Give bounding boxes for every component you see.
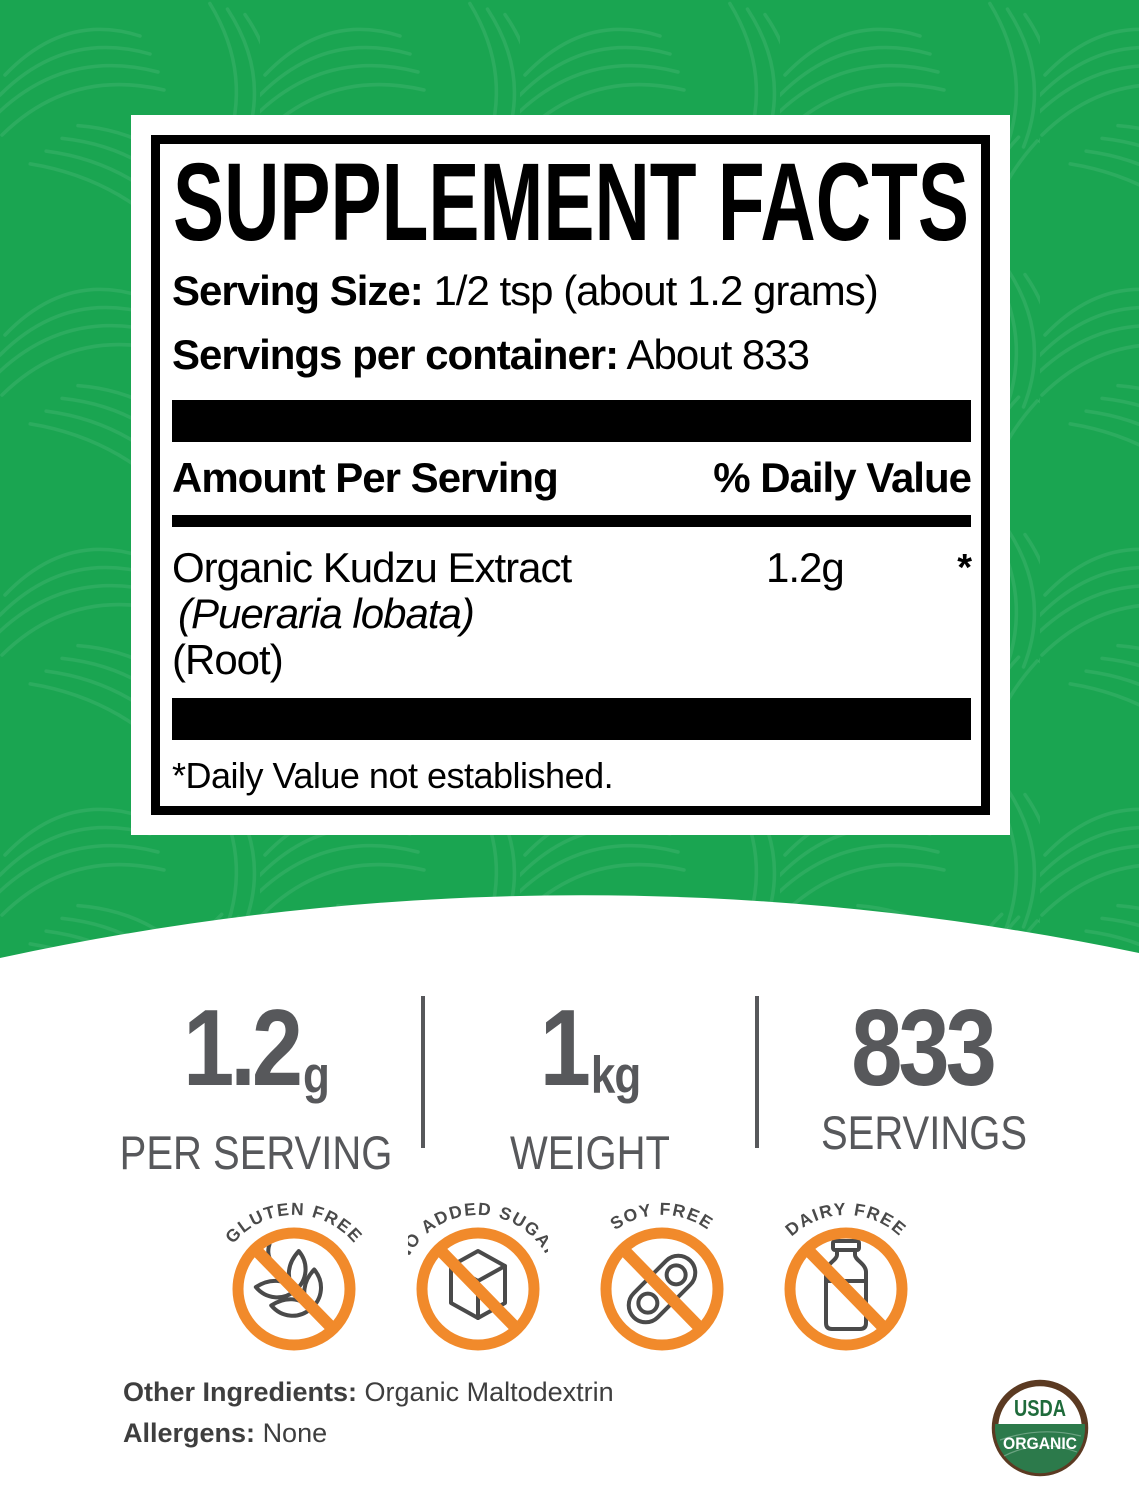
soy-free-badge: SOY FREE: [600, 1199, 724, 1351]
panel-title: SUPPLEMENT FACTS: [173, 156, 969, 248]
separator-bar-top: [172, 400, 971, 442]
servings-per-container-line: Servings per container: About 833: [172, 330, 971, 380]
prohibition-slash: [618, 1244, 706, 1334]
allergens-value: None: [262, 1418, 328, 1448]
stat-servings: 833 SERVINGS: [779, 992, 1069, 1160]
weight-unit: kg: [590, 1046, 641, 1105]
daily-value-footnote: *Daily Value not established.: [172, 755, 614, 796]
other-ingredients-line: Other Ingredients: Organic Maltodextrin: [123, 1372, 614, 1413]
ingredient-daily-value: *: [957, 547, 972, 589]
weight-label: WEIGHT: [510, 1127, 670, 1180]
serving-size-label: Serving Size:: [172, 267, 424, 314]
stat-number-row: 833: [779, 992, 1069, 1105]
seal-usda-text: USDA: [1014, 1395, 1066, 1421]
prohibition-slash: [802, 1244, 890, 1334]
panel-title-text: SUPPLEMENT FACTS: [173, 156, 969, 248]
dairy-free-badge: DAIRY FREE: [781, 1199, 909, 1351]
gluten-free-badge: GLUTEN FREE: [224, 1199, 364, 1351]
ingredient-row: Organic Kudzu Extract (Pueraria lobata) …: [172, 544, 972, 683]
seal-green-half: [995, 1424, 1085, 1474]
curve-divider: [0, 895, 1139, 978]
stat-number-row: 1.2 g: [111, 992, 401, 1125]
seal-field-line: [999, 1431, 1082, 1441]
other-ingredients-label: Other Ingredients:: [123, 1377, 358, 1407]
stat-divider: [421, 996, 425, 1148]
allergens-line: Allergens: None: [123, 1413, 614, 1454]
daily-value-header: % Daily Value: [713, 454, 972, 501]
per-serving-unit: g: [303, 1046, 330, 1105]
usda-organic-seal: USDA ORGANIC: [991, 1379, 1089, 1477]
servings-label: Servings per container:: [172, 331, 619, 378]
no-added-sugar-badge: NO ADDED SUGAR: [408, 1199, 548, 1351]
prohibition-circle: [232, 1227, 356, 1351]
separator-bar-thin: [172, 515, 971, 527]
other-ingredients-value: Organic Maltodextrin: [364, 1377, 614, 1407]
stat-weight: 1 kg WEIGHT: [445, 992, 735, 1180]
gluten-free-label: GLUTEN FREE: [224, 1199, 364, 1247]
panel-border: SUPPLEMENT FACTS Serving Size: 1/2 tsp (…: [151, 135, 990, 815]
allergens-label: Allergens:: [123, 1418, 256, 1448]
seal-field-line: [1003, 1445, 1078, 1457]
serving-size-value: 1/2 tsp (about 1.2 grams): [433, 267, 878, 314]
per-serving-label: PER SERVING: [119, 1127, 393, 1180]
servings-count: 833: [851, 988, 996, 1109]
prohibition-circle: [784, 1227, 908, 1351]
ingredient-amount: 1.2g: [766, 544, 845, 591]
footer-ingredients-block: Other Ingredients: Organic Maltodextrin …: [123, 1372, 614, 1454]
prohibition-circle: [600, 1227, 724, 1351]
seal-organic-text: ORGANIC: [1003, 1434, 1077, 1453]
stat-number-row: 1 kg: [445, 992, 735, 1125]
stat-divider: [755, 996, 759, 1148]
separator-bar-bottom: [172, 698, 971, 740]
prohibition-slash: [250, 1244, 338, 1334]
prohibition-slash: [434, 1244, 522, 1334]
weight-amount: 1: [539, 988, 591, 1109]
stat-per-serving: 1.2 g PER SERVING: [111, 992, 401, 1180]
servings-value: About 833: [626, 331, 811, 378]
supplement-facts-panel: SUPPLEMENT FACTS Serving Size: 1/2 tsp (…: [131, 115, 1010, 835]
prohibition-circle: [416, 1227, 540, 1351]
dietary-badges-row: GLUTEN FREE NO ADDED SUGAR: [60, 1197, 1080, 1355]
serving-size-line: Serving Size: 1/2 tsp (about 1.2 grams): [172, 266, 971, 316]
stats-strip: 1.2 g PER SERVING 1 kg WEIGHT 833 SERVIN…: [100, 992, 1080, 1180]
ingredient-name-block: Organic Kudzu Extract (Pueraria lobata) …: [172, 545, 766, 683]
table-header-row: Amount Per Serving % Daily Value: [172, 454, 972, 501]
ingredient-latin-name: (Pueraria lobata): [178, 590, 475, 637]
ingredient-name: Organic Kudzu Extract: [172, 544, 572, 591]
ingredient-plant-part: (Root): [172, 636, 284, 683]
per-serving-amount: 1.2: [183, 988, 303, 1109]
amount-per-serving-header: Amount Per Serving: [172, 454, 559, 501]
servings-stat-label: SERVINGS: [821, 1107, 1027, 1160]
